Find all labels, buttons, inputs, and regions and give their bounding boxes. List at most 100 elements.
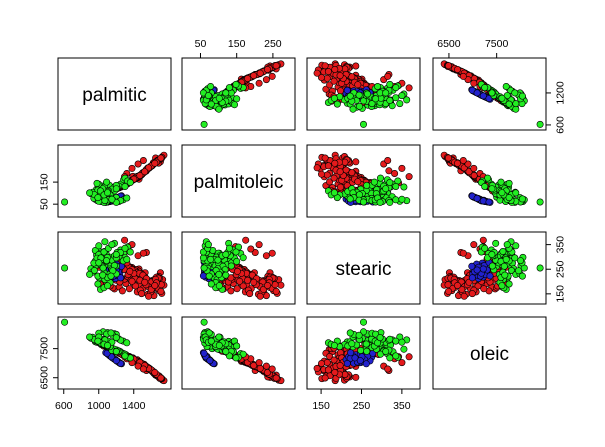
panel-frame-palmitoleic-palmitoleic xyxy=(181,144,296,218)
panel-frame-oleic-palmitoleic xyxy=(181,316,296,390)
top-palmitoleic-tick-label: 250 xyxy=(264,38,282,50)
data-point xyxy=(331,66,339,74)
panel-stearic-vs-oleic xyxy=(440,236,544,300)
data-point xyxy=(405,353,413,361)
data-point xyxy=(242,236,250,244)
data-point xyxy=(392,352,400,360)
data-point xyxy=(348,169,356,177)
data-point xyxy=(374,83,382,91)
data-point xyxy=(324,366,332,374)
data-point xyxy=(468,274,476,282)
data-point xyxy=(359,318,367,326)
data-point xyxy=(488,251,496,259)
data-point xyxy=(359,97,367,105)
data-point xyxy=(233,257,241,265)
data-point xyxy=(362,340,370,348)
data-point xyxy=(382,347,390,355)
diagonal-label-palmitic: palmitic xyxy=(82,85,146,106)
data-point xyxy=(511,254,519,262)
data-point xyxy=(488,262,496,270)
data-point xyxy=(121,244,129,252)
data-point xyxy=(123,339,131,347)
data-point xyxy=(516,257,524,265)
data-point xyxy=(256,364,264,372)
data-point xyxy=(321,154,329,162)
data-point xyxy=(346,195,354,203)
data-point xyxy=(386,198,394,206)
top-palmitoleic-tick-label: 150 xyxy=(228,38,246,50)
data-point xyxy=(126,267,134,275)
data-point xyxy=(121,236,129,244)
data-point xyxy=(86,270,94,278)
data-point xyxy=(207,255,215,263)
data-point xyxy=(336,168,344,176)
data-point xyxy=(479,236,487,244)
panel-frame-stearic-palmitic xyxy=(57,231,172,305)
data-point xyxy=(246,290,254,298)
data-point xyxy=(459,157,467,165)
data-point xyxy=(515,267,523,275)
data-point xyxy=(403,96,411,104)
data-point xyxy=(536,120,544,128)
data-point xyxy=(459,72,467,80)
data-point xyxy=(215,94,223,102)
data-point xyxy=(363,347,371,355)
data-point xyxy=(139,249,147,257)
data-point xyxy=(488,185,496,193)
data-point xyxy=(199,254,207,262)
data-point xyxy=(321,62,329,70)
data-point xyxy=(207,83,215,91)
data-point xyxy=(405,173,413,181)
data-point xyxy=(465,168,473,176)
panel-oleic-vs-stearic xyxy=(313,318,413,385)
data-point xyxy=(250,361,258,369)
data-point xyxy=(498,189,506,197)
data-point xyxy=(385,167,393,175)
data-point xyxy=(207,280,215,288)
data-point xyxy=(324,68,332,76)
data-point xyxy=(232,354,240,362)
data-point xyxy=(207,100,215,108)
data-point xyxy=(453,281,461,289)
panel-frame-stearic-palmitoleic xyxy=(181,231,296,305)
data-point xyxy=(386,335,394,343)
data-point xyxy=(215,341,223,349)
data-point xyxy=(86,333,94,341)
data-point xyxy=(112,357,120,365)
data-point xyxy=(323,171,331,179)
data-point xyxy=(255,241,263,249)
data-point xyxy=(151,159,159,167)
data-point xyxy=(453,66,461,74)
panel-frame-oleic-oleic xyxy=(432,316,547,390)
data-point xyxy=(501,271,509,279)
data-point xyxy=(99,271,107,279)
data-point xyxy=(536,264,544,272)
data-point xyxy=(61,264,69,272)
data-point xyxy=(61,198,69,206)
data-point xyxy=(505,194,513,202)
data-point xyxy=(330,77,338,85)
data-point xyxy=(313,364,321,372)
bottom-palmitic-tick-label: 1000 xyxy=(87,400,111,412)
data-point xyxy=(277,281,285,289)
data-point xyxy=(330,189,338,197)
data-point xyxy=(86,189,94,197)
data-point xyxy=(479,265,487,273)
data-point xyxy=(214,256,222,264)
data-point xyxy=(250,278,258,286)
data-point xyxy=(200,264,208,272)
data-point xyxy=(386,354,394,362)
data-point xyxy=(368,100,376,108)
data-point xyxy=(94,337,102,345)
panel-palmitoleic-vs-oleic xyxy=(440,151,544,206)
data-point xyxy=(481,244,489,252)
data-point xyxy=(112,185,120,193)
data-point xyxy=(101,197,109,205)
data-point xyxy=(346,92,354,100)
data-point xyxy=(136,172,144,180)
left-palmitoleic-tick-label: 150 xyxy=(39,173,51,191)
data-point xyxy=(157,287,165,295)
data-point xyxy=(121,352,129,360)
data-point xyxy=(134,362,142,370)
